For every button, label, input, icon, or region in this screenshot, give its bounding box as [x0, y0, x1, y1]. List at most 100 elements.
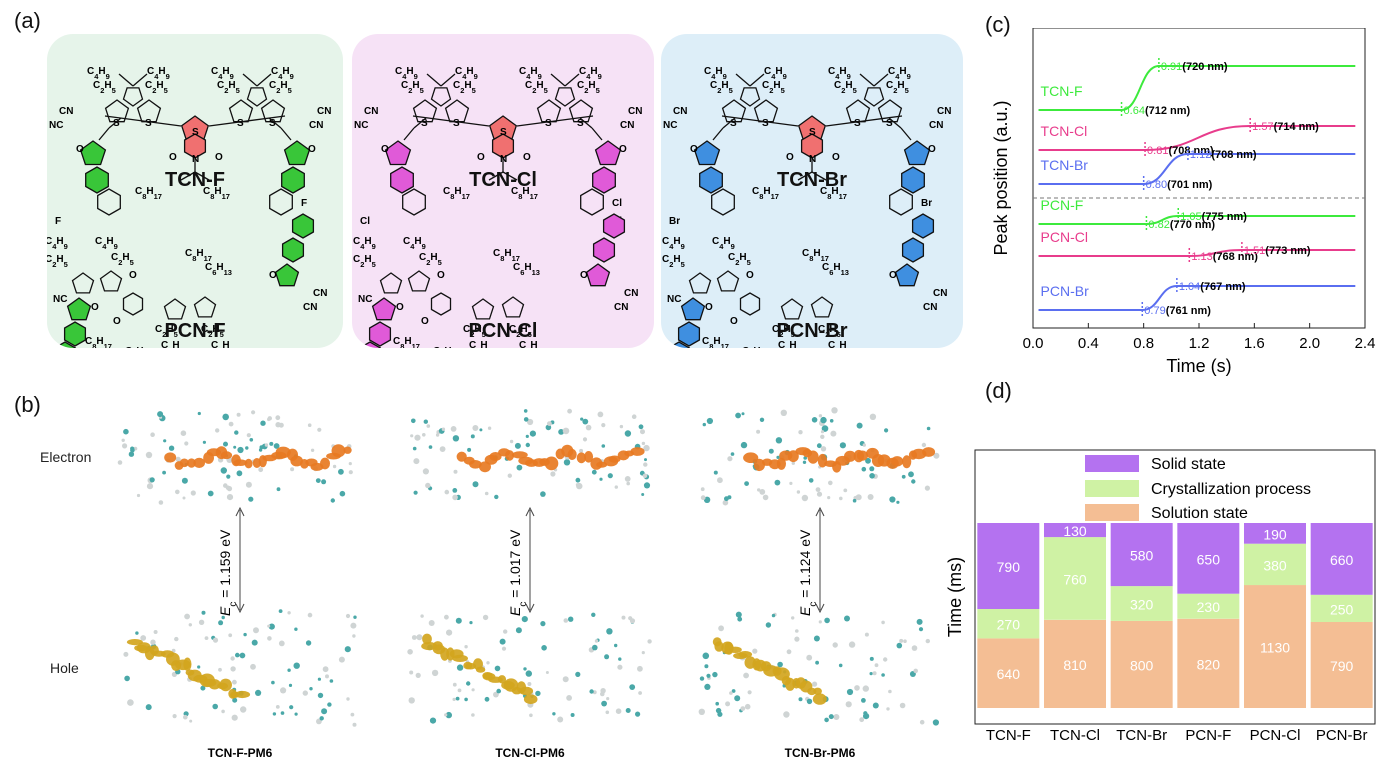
hexyl-label: C6H13 [433, 346, 460, 348]
atom-ball [759, 489, 766, 495]
atom-ball [700, 487, 705, 492]
atom-ball [469, 621, 473, 625]
end-group-naph [269, 188, 293, 216]
atom-ball [322, 666, 329, 673]
atom-ball [886, 707, 890, 711]
arrow-head-top [235, 506, 245, 517]
atom-ball [821, 425, 829, 432]
cyano-label: NC [354, 120, 368, 131]
atom-ball [775, 437, 783, 444]
atom-ball [215, 428, 220, 433]
atom-ball [251, 410, 256, 415]
legend-swatch [1085, 480, 1139, 497]
atom-ball [269, 441, 274, 446]
atom-ball [221, 615, 225, 620]
butyl-label: C4H9 [469, 340, 492, 348]
atom-ball [117, 460, 123, 465]
electron-density [630, 447, 645, 456]
atom-ball [808, 478, 814, 483]
atom-ball [589, 689, 594, 694]
cyano-label: CN [624, 288, 638, 299]
atom-ball [820, 446, 827, 452]
atom-ball [494, 494, 499, 500]
atom-ball [908, 471, 914, 478]
atom-ball [471, 713, 475, 717]
atom-ball [276, 487, 281, 492]
atom-ball [466, 681, 471, 686]
end-group-benzene [901, 166, 925, 194]
atom-ball [200, 685, 206, 691]
cyano-label: NC [667, 294, 681, 305]
atom-ball [294, 712, 298, 716]
atom-ball [813, 635, 820, 642]
octyl-left: C8H17 [135, 186, 162, 201]
atom-ball [820, 430, 825, 434]
atom-ball [525, 670, 532, 677]
butyl-label: C4H9 [147, 66, 170, 81]
atom-ball [307, 423, 312, 427]
carbonyl-oxygen: O [308, 144, 316, 155]
electron-density [743, 452, 759, 463]
category-label: PCN-Cl [1250, 727, 1301, 744]
atom-ball [702, 652, 710, 660]
electron-density [505, 450, 515, 461]
atom-ball [856, 422, 863, 429]
octyl-label: C8H17 [393, 336, 420, 348]
atom-ball [828, 480, 833, 486]
cyano-label: CN [620, 120, 634, 131]
atom-ball [327, 702, 332, 707]
ethyl-label: C2H5 [269, 80, 292, 95]
atom-ball [756, 429, 761, 434]
atom-ball [601, 423, 606, 428]
cyclopenta-ring [246, 87, 268, 107]
fused-thiophene [688, 272, 712, 294]
electron-density [511, 451, 528, 459]
bar-segment-solution-state [1044, 619, 1106, 708]
atom-ball [223, 441, 228, 447]
atom-ball [275, 705, 280, 709]
end-value-label: 0.91(720 nm) [1161, 61, 1228, 73]
atom-ball [288, 683, 293, 687]
atom-ball [507, 473, 512, 478]
end-group-naph [291, 213, 315, 239]
atom-ball [932, 719, 940, 726]
bar-value-label: 790 [997, 559, 1021, 575]
octyl-label: C8H17 [702, 336, 729, 348]
atom-ball [499, 638, 506, 645]
ec-energy-label: Ec = 1.159 eV [217, 529, 239, 616]
electron-density [856, 450, 869, 461]
end-group-five-ring [274, 263, 300, 287]
carbonyl-oxygen: O [928, 144, 936, 155]
atom-ball [479, 428, 483, 432]
hole-density [422, 633, 432, 645]
atom-ball [722, 499, 729, 506]
alkoxy-oxygen: O [730, 316, 738, 327]
end-group-naph [402, 188, 426, 216]
atom-ball [901, 474, 906, 479]
atom-ball [426, 424, 431, 428]
atom-ball [580, 417, 584, 421]
atom-ball [740, 706, 746, 711]
end-group-benzene [281, 237, 305, 263]
atom-ball [290, 467, 295, 472]
end-value-label: 1.51(773 nm) [1244, 245, 1311, 257]
atom-ball [862, 443, 866, 447]
halogen-label: F [55, 216, 61, 227]
end-group-naph [911, 213, 935, 239]
atom-ball [541, 645, 547, 651]
atom-ball [718, 625, 724, 632]
end-group-five-ring [79, 140, 107, 166]
octyl-label: C8H17 [185, 248, 212, 263]
cyano-label: CN [364, 106, 378, 117]
atom-ball [425, 482, 431, 489]
atom-ball [237, 446, 244, 454]
bar-segment-solution-state [1310, 622, 1373, 708]
atom-ball [647, 639, 652, 644]
atom-ball [743, 672, 749, 679]
atom-ball [638, 691, 642, 695]
fused-thiophene [163, 298, 187, 320]
cyano-label: CN [923, 302, 937, 313]
atom-ball [704, 664, 709, 669]
atom-ball [521, 616, 528, 623]
x-tick-label: 1.2 [1189, 335, 1210, 352]
